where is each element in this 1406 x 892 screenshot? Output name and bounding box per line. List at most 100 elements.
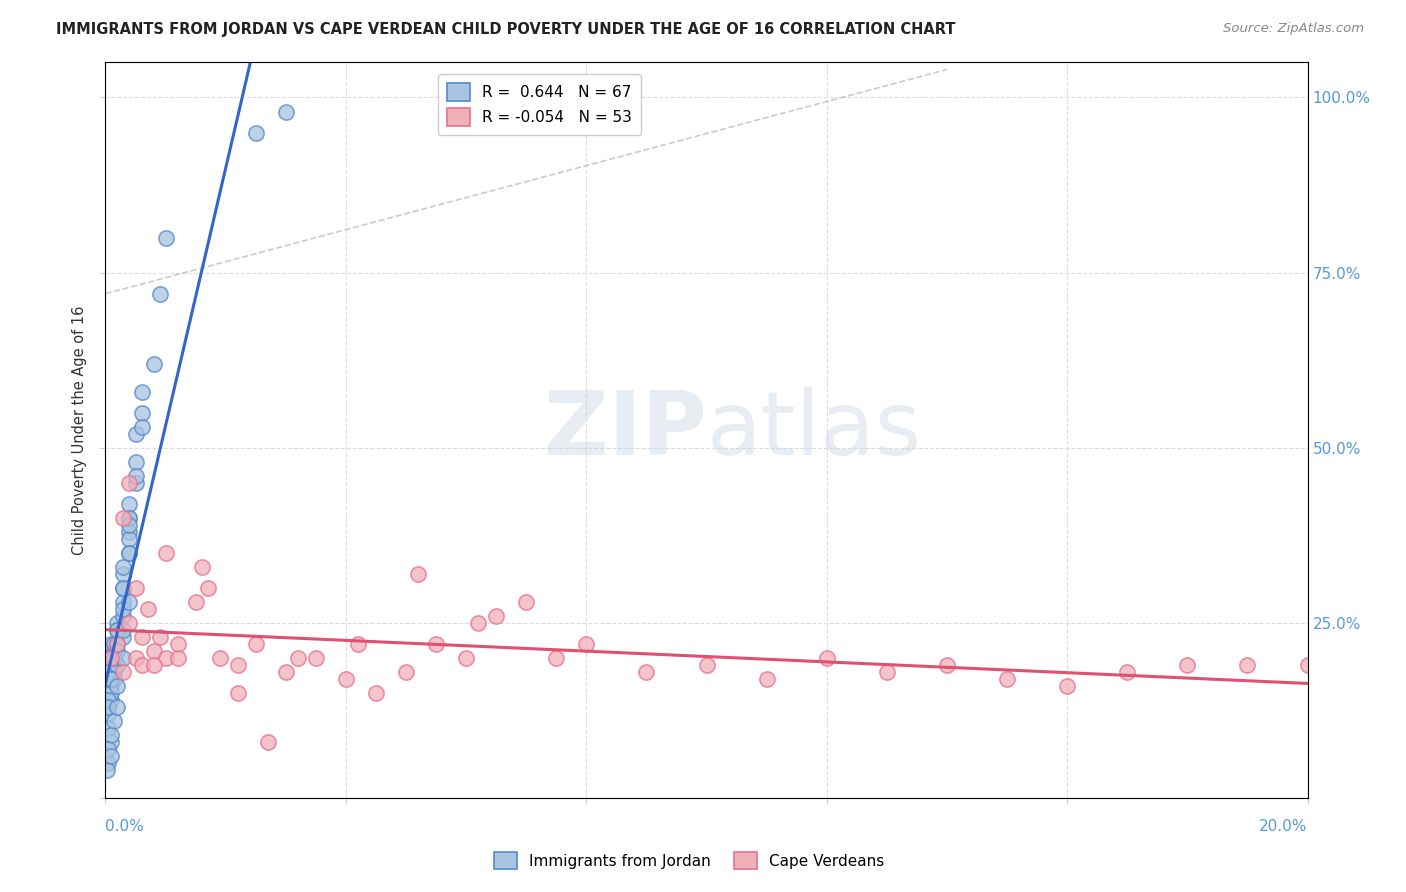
Legend: R =  0.644   N = 67, R = -0.054   N = 53: R = 0.644 N = 67, R = -0.054 N = 53 — [437, 74, 641, 135]
Point — [96, 764, 118, 778]
Point — [454, 651, 477, 665]
Point — [995, 672, 1018, 686]
Point — [100, 651, 122, 665]
Point — [467, 616, 489, 631]
Point — [112, 511, 135, 525]
Point — [124, 455, 146, 469]
Point — [112, 560, 135, 574]
Point — [118, 475, 141, 490]
Legend: Immigrants from Jordan, Cape Verdeans: Immigrants from Jordan, Cape Verdeans — [488, 846, 890, 875]
Y-axis label: Child Poverty Under the Age of 16: Child Poverty Under the Age of 16 — [72, 306, 87, 555]
Text: ZIP: ZIP — [544, 387, 707, 474]
Point — [97, 756, 120, 771]
Point — [112, 665, 135, 680]
Point — [155, 651, 177, 665]
Point — [755, 672, 778, 686]
Point — [1056, 679, 1078, 693]
Point — [107, 623, 129, 637]
Point — [112, 623, 135, 637]
Point — [97, 686, 120, 700]
Point — [97, 693, 120, 707]
Point — [103, 637, 125, 651]
Point — [107, 637, 129, 651]
Point — [197, 581, 219, 595]
Point — [190, 560, 212, 574]
Point — [97, 742, 120, 756]
Point — [100, 686, 122, 700]
Point — [112, 651, 135, 665]
Point — [112, 581, 135, 595]
Point — [112, 609, 135, 624]
Point — [118, 546, 141, 560]
Point — [815, 651, 838, 665]
Point — [274, 104, 297, 119]
Point — [124, 651, 146, 665]
Point — [112, 581, 135, 595]
Point — [100, 672, 122, 686]
Point — [936, 658, 959, 673]
Point — [142, 658, 165, 673]
Point — [406, 567, 429, 582]
Point — [226, 658, 249, 673]
Text: Source: ZipAtlas.com: Source: ZipAtlas.com — [1223, 22, 1364, 36]
Point — [636, 665, 658, 680]
Point — [107, 658, 129, 673]
Point — [256, 735, 278, 749]
Point — [118, 546, 141, 560]
Point — [142, 644, 165, 658]
Point — [245, 637, 267, 651]
Point — [184, 595, 207, 609]
Point — [347, 637, 370, 651]
Point — [118, 532, 141, 546]
Point — [97, 721, 120, 735]
Point — [118, 616, 141, 631]
Point — [305, 651, 328, 665]
Point — [103, 644, 125, 658]
Point — [485, 609, 508, 624]
Point — [107, 700, 129, 714]
Point — [148, 286, 170, 301]
Point — [287, 651, 309, 665]
Point — [107, 616, 129, 631]
Point — [166, 637, 188, 651]
Point — [131, 630, 153, 644]
Point — [118, 497, 141, 511]
Point — [575, 637, 598, 651]
Point — [107, 644, 129, 658]
Point — [100, 651, 122, 665]
Point — [100, 672, 122, 686]
Point — [208, 651, 231, 665]
Point — [876, 665, 898, 680]
Point — [118, 511, 141, 525]
Point — [97, 665, 120, 680]
Point — [1175, 658, 1198, 673]
Point — [118, 511, 141, 525]
Point — [124, 469, 146, 483]
Point — [97, 700, 120, 714]
Point — [1236, 658, 1258, 673]
Point — [100, 693, 122, 707]
Point — [226, 686, 249, 700]
Point — [696, 658, 718, 673]
Point — [425, 637, 447, 651]
Point — [100, 735, 122, 749]
Point — [142, 357, 165, 371]
Point — [131, 658, 153, 673]
Point — [118, 595, 141, 609]
Point — [274, 665, 297, 680]
Point — [155, 230, 177, 244]
Point — [546, 651, 568, 665]
Point — [97, 707, 120, 722]
Point — [100, 749, 122, 764]
Point — [103, 665, 125, 680]
Point — [103, 714, 125, 729]
Point — [97, 700, 120, 714]
Text: 0.0%: 0.0% — [105, 820, 145, 834]
Point — [1296, 658, 1319, 673]
Point — [107, 637, 129, 651]
Point — [107, 623, 129, 637]
Point — [124, 475, 146, 490]
Point — [100, 679, 122, 693]
Point — [100, 728, 122, 742]
Point — [131, 384, 153, 399]
